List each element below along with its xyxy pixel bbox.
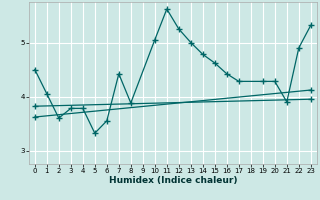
X-axis label: Humidex (Indice chaleur): Humidex (Indice chaleur) [108,176,237,185]
